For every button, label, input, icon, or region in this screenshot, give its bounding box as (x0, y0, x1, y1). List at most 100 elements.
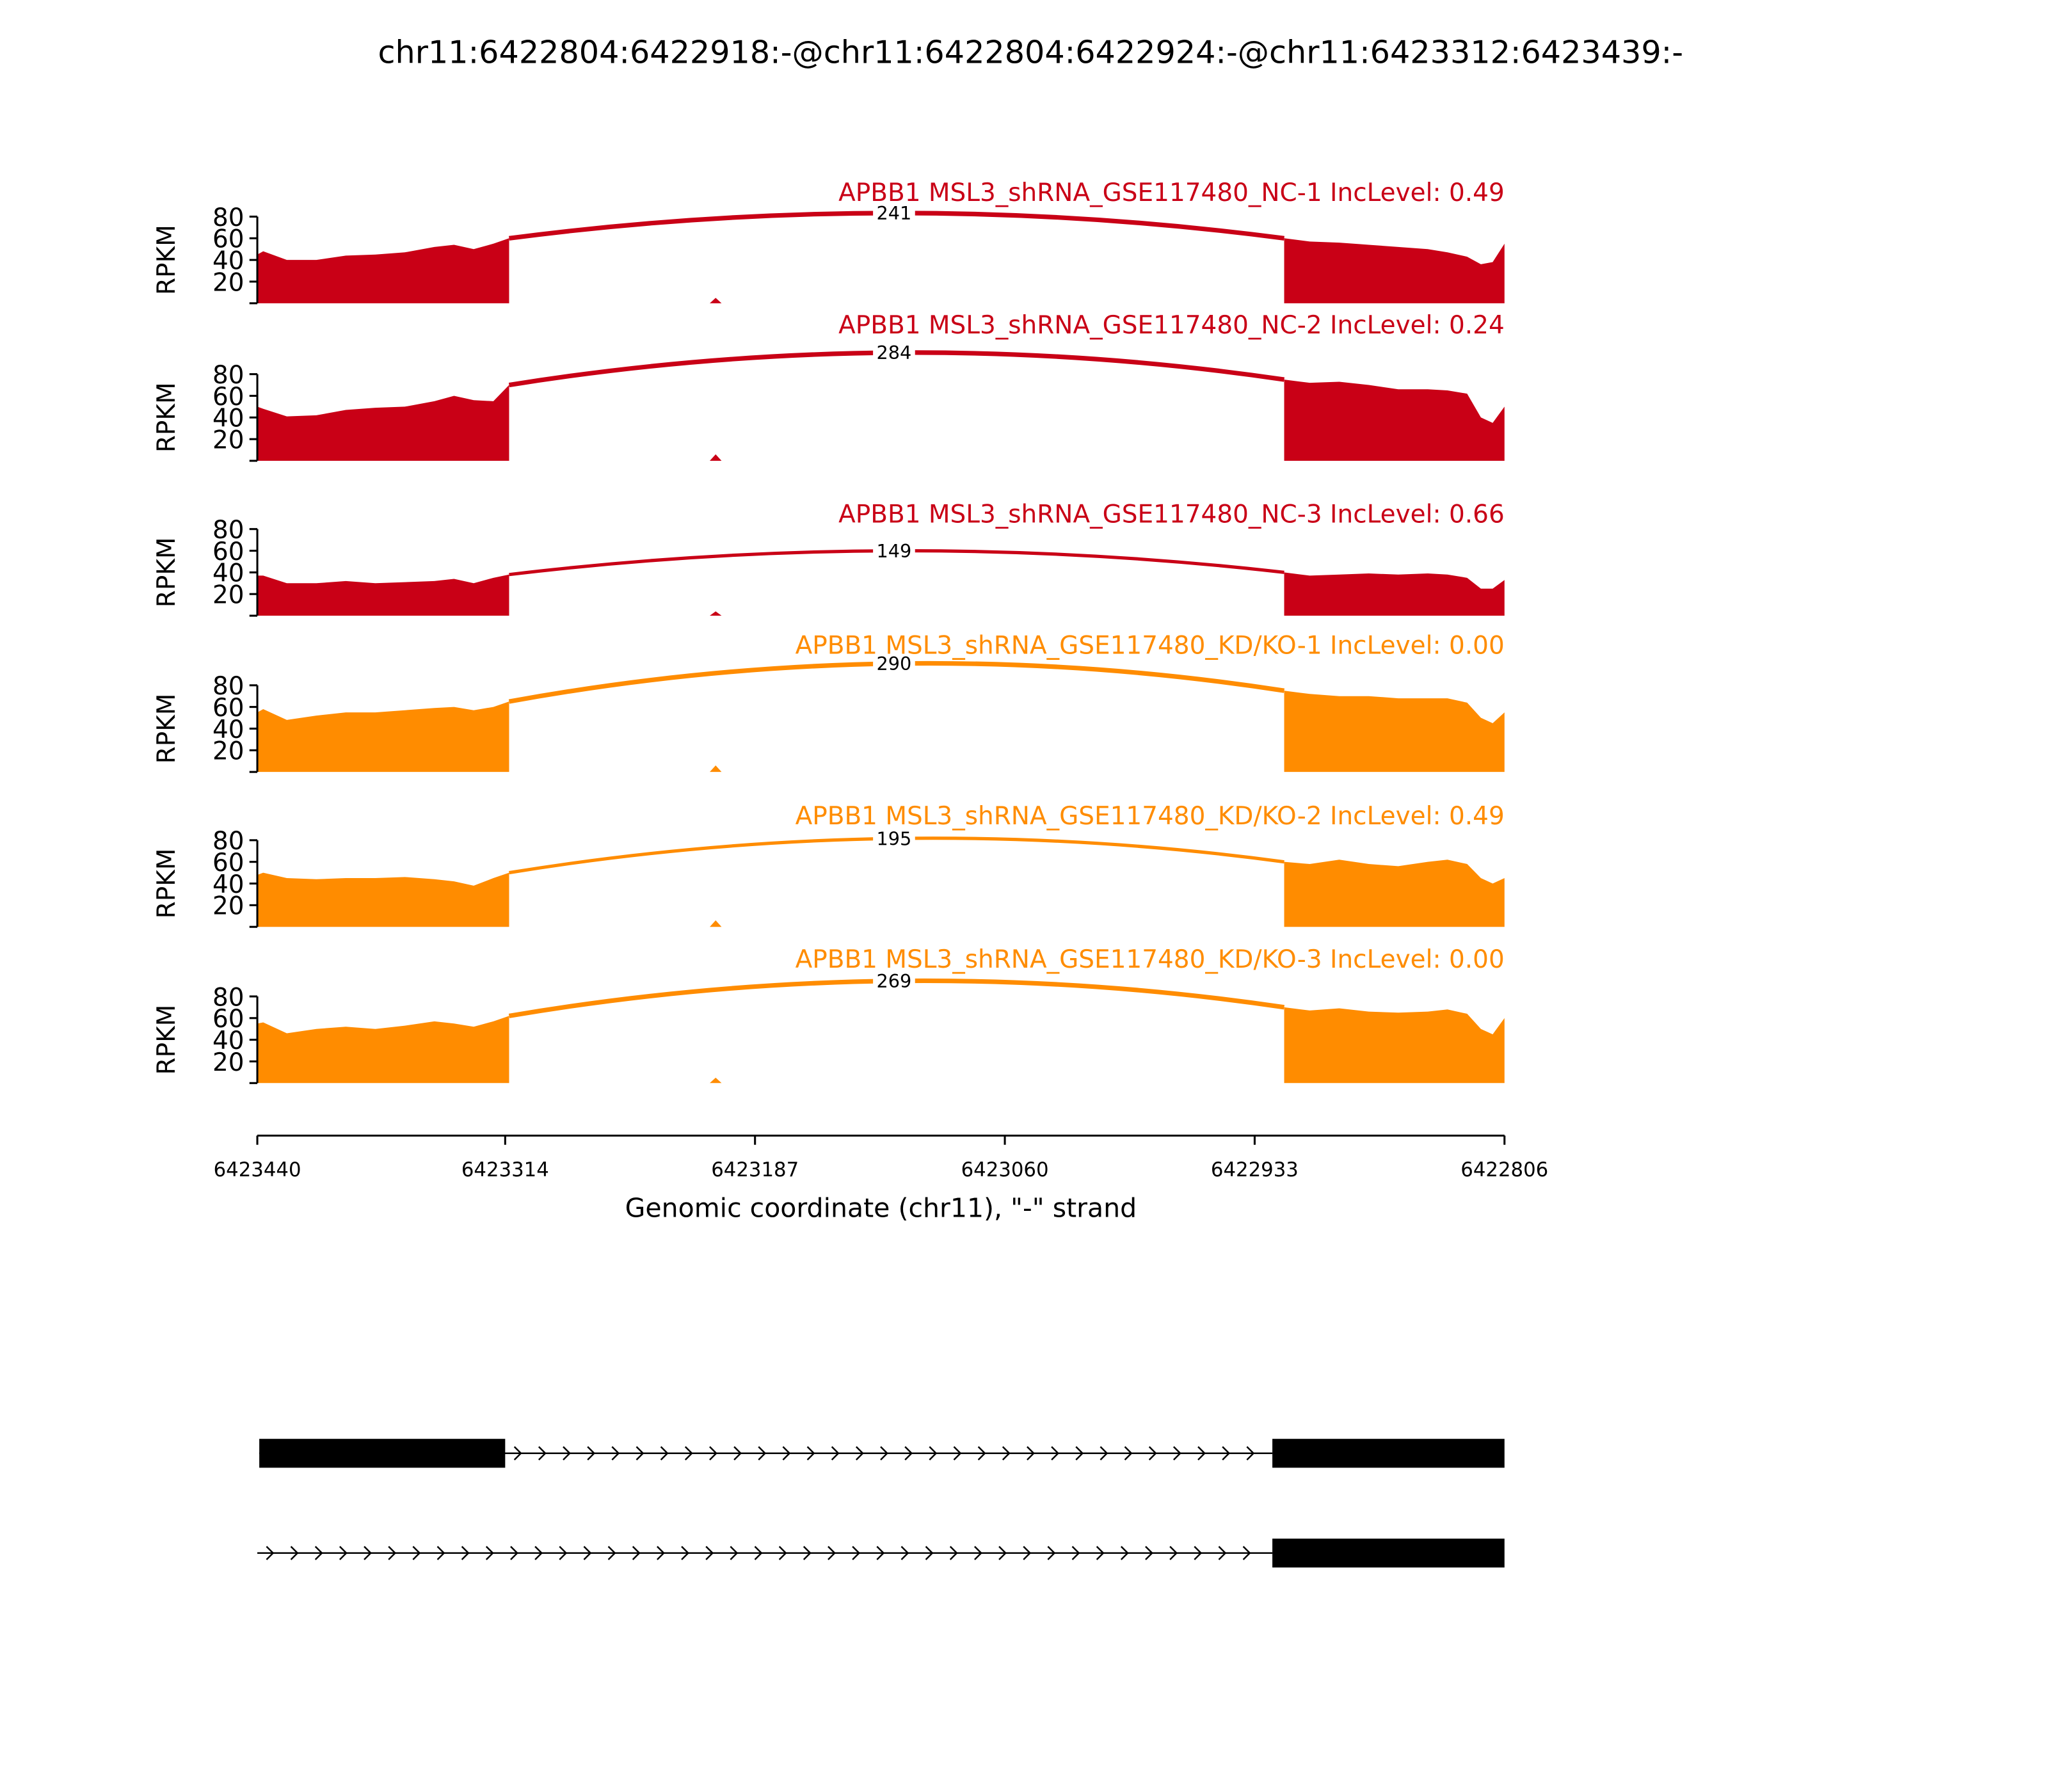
junction-count: 284 (877, 342, 912, 364)
x-tick-label: 6423060 (961, 1158, 1049, 1181)
strand-arrow (534, 1546, 543, 1560)
strand-arrow (290, 1546, 299, 1560)
exon (259, 1439, 506, 1468)
y-tick-label: 20 (212, 737, 244, 766)
y-tick-label: 20 (212, 581, 244, 610)
coverage-area (257, 238, 1505, 303)
strand-arrow (412, 1546, 421, 1560)
coverage-area (257, 860, 1505, 927)
y-tick-label: 80 (212, 672, 244, 701)
strand-arrow (559, 1546, 568, 1560)
x-tick-label: 6423187 (711, 1158, 799, 1181)
x-axis-label: Genomic coordinate (chr11), "-" strand (625, 1193, 1137, 1224)
strand-arrow (828, 1546, 836, 1560)
strand-arrow (831, 1446, 840, 1460)
strand-arrow (461, 1546, 470, 1560)
strand-arrow (587, 1446, 596, 1460)
junction-label-bg (873, 540, 915, 560)
strand-arrow (803, 1546, 812, 1560)
y-axis-label: RPKM (152, 537, 181, 607)
strand-arrow (1051, 1446, 1060, 1460)
junction-count: 195 (877, 828, 912, 849)
y-tick-label: 80 (212, 827, 244, 856)
x-tick-label: 6422806 (1460, 1158, 1548, 1181)
coverage-area (257, 1007, 1505, 1084)
strand-arrow (1120, 1546, 1129, 1560)
strand-arrow (1218, 1546, 1227, 1560)
track-label: APBB1 MSL3_shRNA_GSE117480_NC-2 IncLevel… (838, 311, 1505, 340)
strand-arrow (607, 1546, 616, 1560)
strand-arrow (1246, 1446, 1255, 1460)
junction-label-bg (873, 828, 915, 848)
y-axis-label: RPKM (152, 1005, 181, 1075)
strand-arrow (339, 1546, 348, 1560)
y-tick-label: 60 (212, 383, 244, 412)
track-label: APBB1 MSL3_shRNA_GSE117480_KD/KO-2 IncLe… (796, 802, 1505, 831)
strand-arrow (925, 1546, 934, 1560)
strand-arrow (660, 1446, 669, 1460)
strand-arrow (852, 1546, 861, 1560)
y-tick-label: 60 (212, 225, 244, 254)
y-tick-label: 80 (212, 204, 244, 232)
x-tick-label: 6423440 (214, 1158, 301, 1181)
junction-label-bg (873, 342, 915, 362)
strand-arrow (953, 1446, 962, 1460)
strand-arrow (513, 1446, 522, 1460)
strand-arrow (681, 1546, 690, 1560)
strand-arrow (388, 1546, 397, 1560)
exon (1272, 1439, 1505, 1468)
strand-arrow (485, 1546, 494, 1560)
strand-arrow (364, 1546, 372, 1560)
strand-arrow (876, 1546, 885, 1560)
strand-arrow (977, 1446, 986, 1460)
y-tick-label: 20 (212, 268, 244, 297)
strand-arrow (806, 1446, 815, 1460)
strand-arrow (1027, 1446, 1035, 1460)
strand-arrow (1172, 1446, 1181, 1460)
strand-arrow (1023, 1546, 1032, 1560)
y-tick-label: 40 (212, 404, 244, 433)
strand-arrow (778, 1546, 787, 1560)
strand-arrow (900, 1546, 909, 1560)
strand-arrow (998, 1546, 1007, 1560)
strand-arrow (1075, 1446, 1084, 1460)
y-tick-label: 40 (212, 559, 244, 588)
strand-arrow (855, 1446, 864, 1460)
y-tick-label: 40 (212, 247, 244, 276)
strand-arrow (583, 1546, 592, 1560)
strand-arrow (904, 1446, 913, 1460)
strand-arrow (1197, 1446, 1206, 1460)
track-label: APBB1 MSL3_shRNA_GSE117480_NC-3 IncLevel… (838, 500, 1505, 529)
strand-arrow (1194, 1546, 1203, 1560)
strand-arrow (880, 1446, 888, 1460)
strand-arrow (949, 1546, 958, 1560)
strand-arrow (705, 1546, 714, 1560)
y-tick-label: 20 (212, 1048, 244, 1077)
x-tick-label: 6422933 (1211, 1158, 1299, 1181)
junction-count: 241 (877, 202, 912, 224)
strand-arrow (436, 1546, 445, 1560)
coverage-area (257, 380, 1505, 461)
y-tick-label: 40 (212, 1027, 244, 1055)
strand-arrow (563, 1446, 571, 1460)
y-tick-label: 60 (212, 1005, 244, 1034)
strand-arrow (1124, 1446, 1133, 1460)
y-tick-label: 60 (212, 694, 244, 723)
strand-arrow (1222, 1446, 1231, 1460)
y-tick-label: 80 (212, 983, 244, 1012)
strand-arrow (1242, 1546, 1251, 1560)
strand-arrow (684, 1446, 693, 1460)
strand-arrow (782, 1446, 791, 1460)
junction-label-bg (873, 202, 915, 223)
junction-count: 290 (877, 653, 912, 675)
strand-arrow (974, 1546, 982, 1560)
y-tick-label: 20 (212, 892, 244, 921)
strand-arrow (1169, 1546, 1178, 1560)
strand-arrow (758, 1446, 767, 1460)
chart-title: chr11:6422804:6422918:-@chr11:6422804:64… (378, 33, 1683, 70)
y-tick-label: 80 (212, 361, 244, 390)
y-tick-label: 40 (212, 716, 244, 744)
exon (1272, 1539, 1505, 1568)
track-label: APBB1 MSL3_shRNA_GSE117480_KD/KO-1 IncLe… (796, 632, 1505, 660)
